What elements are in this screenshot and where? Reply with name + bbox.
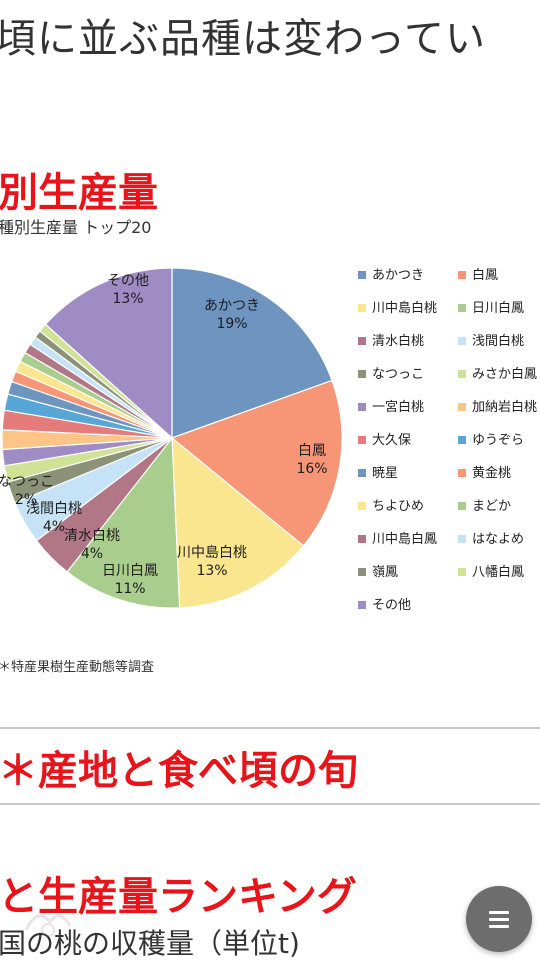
legend-swatch	[458, 402, 466, 411]
legend-swatch	[458, 468, 466, 477]
legend-item: 川中島白桃	[358, 297, 437, 317]
legend-swatch	[458, 534, 466, 543]
pie-slice	[171, 436, 305, 609]
chart-caption: 種別生産量 トップ20	[0, 218, 152, 237]
pie-chart: あかつき19%白鳳16%川中島白桃13%日川白鳳11%清水白桃4%浅間白桃4%な…	[0, 267, 343, 609]
legend-item: 清水白桃	[358, 330, 424, 350]
legend-item: ゆうぞら	[458, 429, 524, 449]
legend-swatch	[458, 303, 466, 312]
legend-swatch	[358, 303, 366, 312]
legend-label: 八幡白鳳	[472, 565, 525, 580]
pie-slice	[44, 267, 173, 440]
legend-label: 白鳳	[472, 268, 499, 283]
legend-swatch	[358, 435, 366, 444]
slice-percent-label: 11%	[114, 581, 145, 597]
slice-name-label: なつっこ	[0, 474, 54, 490]
legend-item: 浅間白桃	[458, 330, 524, 350]
legend-item: 嶺鳳	[358, 561, 398, 581]
slice-percent-label: 4%	[43, 519, 65, 535]
section-subtitle: 国の桃の収穫量（単位t)	[0, 927, 300, 960]
legend-label: はなよめ	[472, 532, 525, 547]
legend-swatch	[358, 534, 366, 543]
legend-swatch	[458, 369, 466, 378]
legend-item: みさか白鳳	[458, 363, 537, 383]
slice-name-label: その他	[107, 273, 149, 289]
legend-swatch	[458, 501, 466, 510]
slice-percent-label: 13%	[112, 291, 143, 307]
legend-item: 川中島白鳳	[358, 528, 437, 548]
legend-label: 加納岩白桃	[472, 400, 538, 415]
slice-name-label: 清水白桃	[64, 528, 120, 544]
legend-swatch	[358, 600, 366, 609]
divider	[0, 727, 540, 729]
legend-item: その他	[358, 594, 411, 614]
slice-percent-label: 2%	[15, 492, 37, 508]
legend-item: ちよひめ	[358, 495, 424, 515]
slice-percent-label: 19%	[216, 316, 247, 332]
slice-percent-label: 13%	[196, 563, 227, 579]
legend-label: 川中島白鳳	[372, 532, 438, 547]
legend-item: はなよめ	[458, 528, 524, 548]
slice-percent-label: 16%	[296, 461, 327, 477]
legend-swatch	[358, 402, 366, 411]
legend-label: なつっこ	[372, 367, 425, 382]
pie-slice	[66, 436, 181, 609]
legend-label: 嶺鳳	[372, 565, 399, 580]
legend-item: 八幡白鳳	[458, 561, 524, 581]
legend-label: ゆうぞら	[472, 433, 525, 448]
legend-label: あかつき	[372, 268, 425, 283]
legend-swatch	[458, 435, 466, 444]
legend-label: 黄金桃	[472, 466, 512, 481]
slice-name-label: あかつき	[204, 298, 260, 314]
chart-source: ＊特産果樹生産動態等調査	[0, 660, 155, 675]
legend-item: まどか	[458, 495, 511, 515]
legend-item: 大久保	[358, 429, 411, 449]
slice-name-label: 白鳳	[298, 443, 326, 459]
legend-swatch	[358, 501, 366, 510]
legend-item: 加納岩白桃	[458, 396, 537, 416]
slice-name-label: 浅間白桃	[26, 501, 82, 517]
section-title-ranking: と生産量ランキング	[0, 874, 357, 920]
legend-swatch	[358, 336, 366, 345]
legend-label: 暁星	[372, 466, 399, 481]
legend-label: まどか	[472, 499, 512, 514]
legend-item: 暁星	[358, 462, 398, 482]
legend-item: 日川白鳳	[458, 297, 524, 317]
page-heading-fragment: 頃に並ぶ品種は変わってい	[0, 16, 486, 62]
legend-swatch	[458, 270, 466, 279]
legend-item: 黄金桃	[458, 462, 511, 482]
legend-label: ちよひめ	[372, 499, 425, 514]
watermark-logo	[24, 914, 72, 937]
section-title-region-season: ＊産地と食べ頃の旬	[0, 748, 358, 794]
pie-slice	[171, 267, 333, 439]
divider	[0, 803, 540, 805]
legend-swatch	[358, 468, 366, 477]
legend-label: 一宮白桃	[372, 400, 425, 415]
legend-item: 白鳳	[458, 264, 498, 284]
slice-percent-label: 4%	[81, 546, 103, 562]
legend-label: 大久保	[372, 433, 412, 448]
legend-label: 日川白鳳	[472, 301, 525, 316]
pie-slice	[170, 379, 343, 547]
legend-swatch	[358, 270, 366, 279]
legend-label: 川中島白桃	[372, 301, 438, 316]
legend-label: その他	[372, 598, 412, 613]
menu-button[interactable]	[466, 886, 532, 952]
legend-swatch	[458, 336, 466, 345]
legend-swatch	[358, 369, 366, 378]
legend-label: 清水白桃	[372, 334, 425, 349]
slice-name-label: 川中島白桃	[177, 545, 247, 561]
slice-name-label: 日川白鳳	[102, 563, 158, 579]
legend-label: 浅間白桃	[472, 334, 525, 349]
legend-item: なつっこ	[358, 363, 424, 383]
legend-swatch	[358, 567, 366, 576]
legend-item: 一宮白桃	[358, 396, 424, 416]
section-title-production: 別生産量	[0, 170, 158, 216]
legend-swatch	[458, 567, 466, 576]
legend-item: あかつき	[358, 264, 424, 284]
legend-label: みさか白鳳	[472, 367, 538, 382]
